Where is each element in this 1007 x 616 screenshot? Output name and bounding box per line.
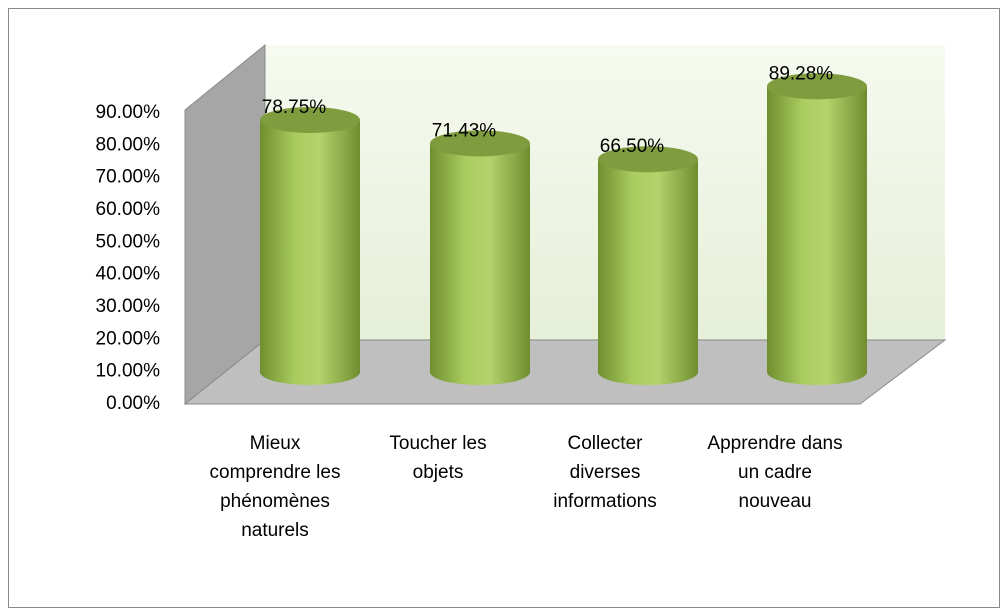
bar [767,86,867,385]
y-tick-label: 30.00% [96,296,161,317]
bar [260,120,360,385]
y-tick-label: 90.00% [96,102,161,123]
bar [430,143,530,385]
x-tick-label: Apprendre dans un cadre nouveau [707,433,843,512]
y-tick-label: 40.00% [96,264,161,285]
bar-top [598,146,698,173]
data-label: 89.28% [769,63,834,84]
bar [598,159,698,385]
y-tick-label: 70.00% [96,167,161,188]
y-tick-label: 10.00% [96,361,161,382]
bar-top [767,73,867,100]
x-tick-label: Toucher les objets [389,433,487,483]
floor [183,339,947,405]
data-label: 78.75% [262,97,327,118]
y-tick-label: 80.00% [96,134,161,155]
data-label: 66.50% [600,136,665,157]
y-tick-label: 60.00% [96,199,161,220]
y-tick-label: 0.00% [106,393,160,414]
y-tick-label: 50.00% [96,231,161,252]
x-tick-label: Mieux comprendre les phénomènes naturels [209,433,341,541]
y-tick-label: 20.00% [96,328,161,349]
x-tick-label: Collecter diverses informations [553,433,657,512]
data-label: 71.43% [432,120,497,141]
bar-top [260,107,360,133]
bar-top [430,130,530,157]
